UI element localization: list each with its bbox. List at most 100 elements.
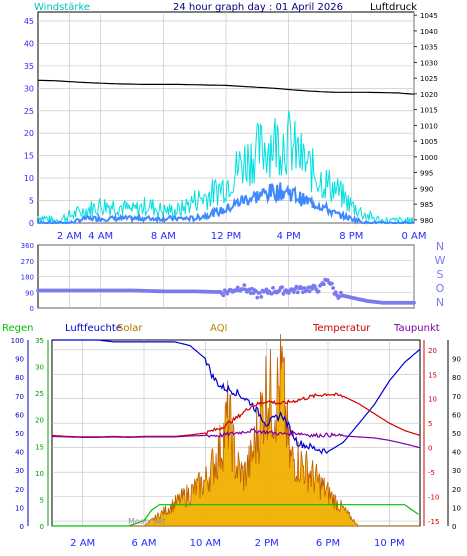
wind-tick-label: 35 <box>24 62 34 71</box>
wind-axis-ticks: 0 5 10 15 20 25 30 35 40 45 <box>24 17 34 228</box>
humidity-line <box>52 339 421 455</box>
gust-line <box>37 110 414 225</box>
moon-set-label: Moon Set <box>128 517 165 526</box>
humidity-tick-label: 0 <box>20 523 24 531</box>
humidity-tick-label: 20 <box>15 486 24 494</box>
direction-tick-label: 270 <box>21 258 34 266</box>
direction-point <box>292 290 296 294</box>
wind-axis-label: Windstärke <box>34 2 90 13</box>
pressure-axis-ticks: 980 985 990 995 1000 1005 1010 1015 1020 1025 1030… <box>414 12 438 225</box>
pressure-tick-label: 1035 <box>420 44 438 52</box>
direction-point <box>302 286 307 290</box>
top-time-tick-label: 8 AM <box>151 231 176 242</box>
wind-avg-line <box>37 182 415 225</box>
pressure-tick-label: 1015 <box>420 107 438 115</box>
direction-point <box>258 291 262 295</box>
direction-point <box>259 295 264 299</box>
bottom-time-tick-label: 6 AM <box>131 538 156 549</box>
wind-tick-label: 40 <box>24 39 34 48</box>
humidity-label: Luftfeuchte <box>65 323 122 334</box>
temperature-tick-label: -5 <box>428 469 435 477</box>
humidity-tick-label: 30 <box>15 467 24 475</box>
rain-tick-label: 0 <box>40 523 44 531</box>
dewpoint-tick-label: 90 <box>452 356 461 364</box>
direction-point <box>264 287 269 292</box>
temperature-tick-label: 20 <box>428 347 437 355</box>
dewpoint-line <box>51 427 421 449</box>
dewpoint-axis-ticks: 0 10 20 30 40 50 60 70 80 90 <box>447 340 461 531</box>
pressure-tick-label: 1020 <box>420 91 438 99</box>
wind-tick-label: 0 <box>29 219 34 228</box>
dewpoint-tick-label: 10 <box>452 504 461 512</box>
bottom-panel: Regen Luftfeuchte Solar AQI Temperatur T… <box>2 323 461 549</box>
top-time-axis: 2 AM 4 AM 8 AM 12 PM 4 PM 8 PM 0 AM <box>57 231 427 242</box>
top-grid <box>38 12 415 224</box>
pressure-tick-label: 1010 <box>420 122 438 130</box>
direction-tick-label: 90 <box>25 289 34 297</box>
compass-label: O <box>436 282 445 295</box>
direction-point <box>316 289 321 294</box>
bottom-time-tick-label: 2 AM <box>70 538 95 549</box>
bottom-time-tick-label: 10 PM <box>374 538 405 549</box>
pressure-tick-label: 1025 <box>420 75 438 83</box>
dewpoint-tick-label: 60 <box>452 411 461 419</box>
direction-tick-label: 0 <box>30 305 34 313</box>
humidity-tick-label: 100 <box>11 337 24 345</box>
pressure-line <box>37 79 415 95</box>
direction-point <box>280 285 284 290</box>
dewpoint-tick-label: 70 <box>452 393 461 401</box>
wind-tick-label: 5 <box>29 197 34 206</box>
compass-label: W <box>435 254 446 267</box>
direction-point <box>271 286 275 290</box>
temperature-axis-ticks: -15 -10 -5 0 5 10 15 20 <box>423 340 439 526</box>
bottom-grid <box>52 340 420 526</box>
humidity-tick-label: 60 <box>15 411 24 419</box>
top-time-tick-label: 2 AM <box>57 231 82 242</box>
temperature-tick-label: -15 <box>428 518 439 526</box>
direction-point <box>333 290 338 295</box>
dewpoint-tick-label: 50 <box>452 430 461 438</box>
pressure-tick-label: 1005 <box>420 138 438 146</box>
compass-label: S <box>437 268 444 281</box>
humidity-tick-label: 80 <box>15 374 24 382</box>
top-time-tick-label: 12 PM <box>211 231 242 242</box>
direction-tick-label: 360 <box>21 242 34 250</box>
wind-tick-label: 25 <box>24 107 34 116</box>
humidity-tick-label: 10 <box>15 504 24 512</box>
rain-tick-label: 5 <box>40 496 44 504</box>
direction-point <box>234 288 239 293</box>
pressure-tick-label: 995 <box>420 170 433 178</box>
top-time-tick-label: 0 AM <box>401 231 426 242</box>
rain-axis-ticks: 0 5 10 15 20 25 30 35 <box>35 337 49 531</box>
wind-tick-label: 45 <box>24 17 34 26</box>
humidity-axis-ticks: 0 10 20 30 40 50 60 70 80 90 100 <box>11 337 29 531</box>
direction-tick-label: 180 <box>21 274 34 282</box>
top-time-tick-label: 4 AM <box>88 231 113 242</box>
temperature-tick-label: 5 <box>428 420 432 428</box>
rain-tick-label: 15 <box>35 443 44 451</box>
rain-tick-label: 20 <box>35 417 44 425</box>
temperature-tick-label: 15 <box>428 371 437 379</box>
humidity-tick-label: 50 <box>15 430 24 438</box>
pressure-tick-label: 980 <box>420 217 433 225</box>
direction-point <box>329 281 334 286</box>
rain-tick-label: 10 <box>35 470 44 478</box>
dewpoint-tick-label: 40 <box>452 449 461 457</box>
dewpoint-tick-label: 0 <box>452 523 456 531</box>
temperature-label: Temperatur <box>312 323 371 334</box>
direction-axis-ticks: 0 90 180 270 360 <box>21 242 34 313</box>
direction-point <box>255 295 260 300</box>
temperature-tick-label: 0 <box>428 445 432 453</box>
rain-line <box>52 504 419 527</box>
direction-point <box>281 292 286 296</box>
rain-tick-label: 35 <box>35 337 44 345</box>
rain-label: Regen <box>2 323 34 334</box>
direction-point <box>295 290 300 295</box>
direction-point <box>307 289 312 294</box>
bottom-time-tick-label: 2 PM <box>255 538 279 549</box>
compass-label: N <box>436 240 444 253</box>
rain-tick-label: 30 <box>35 364 44 372</box>
